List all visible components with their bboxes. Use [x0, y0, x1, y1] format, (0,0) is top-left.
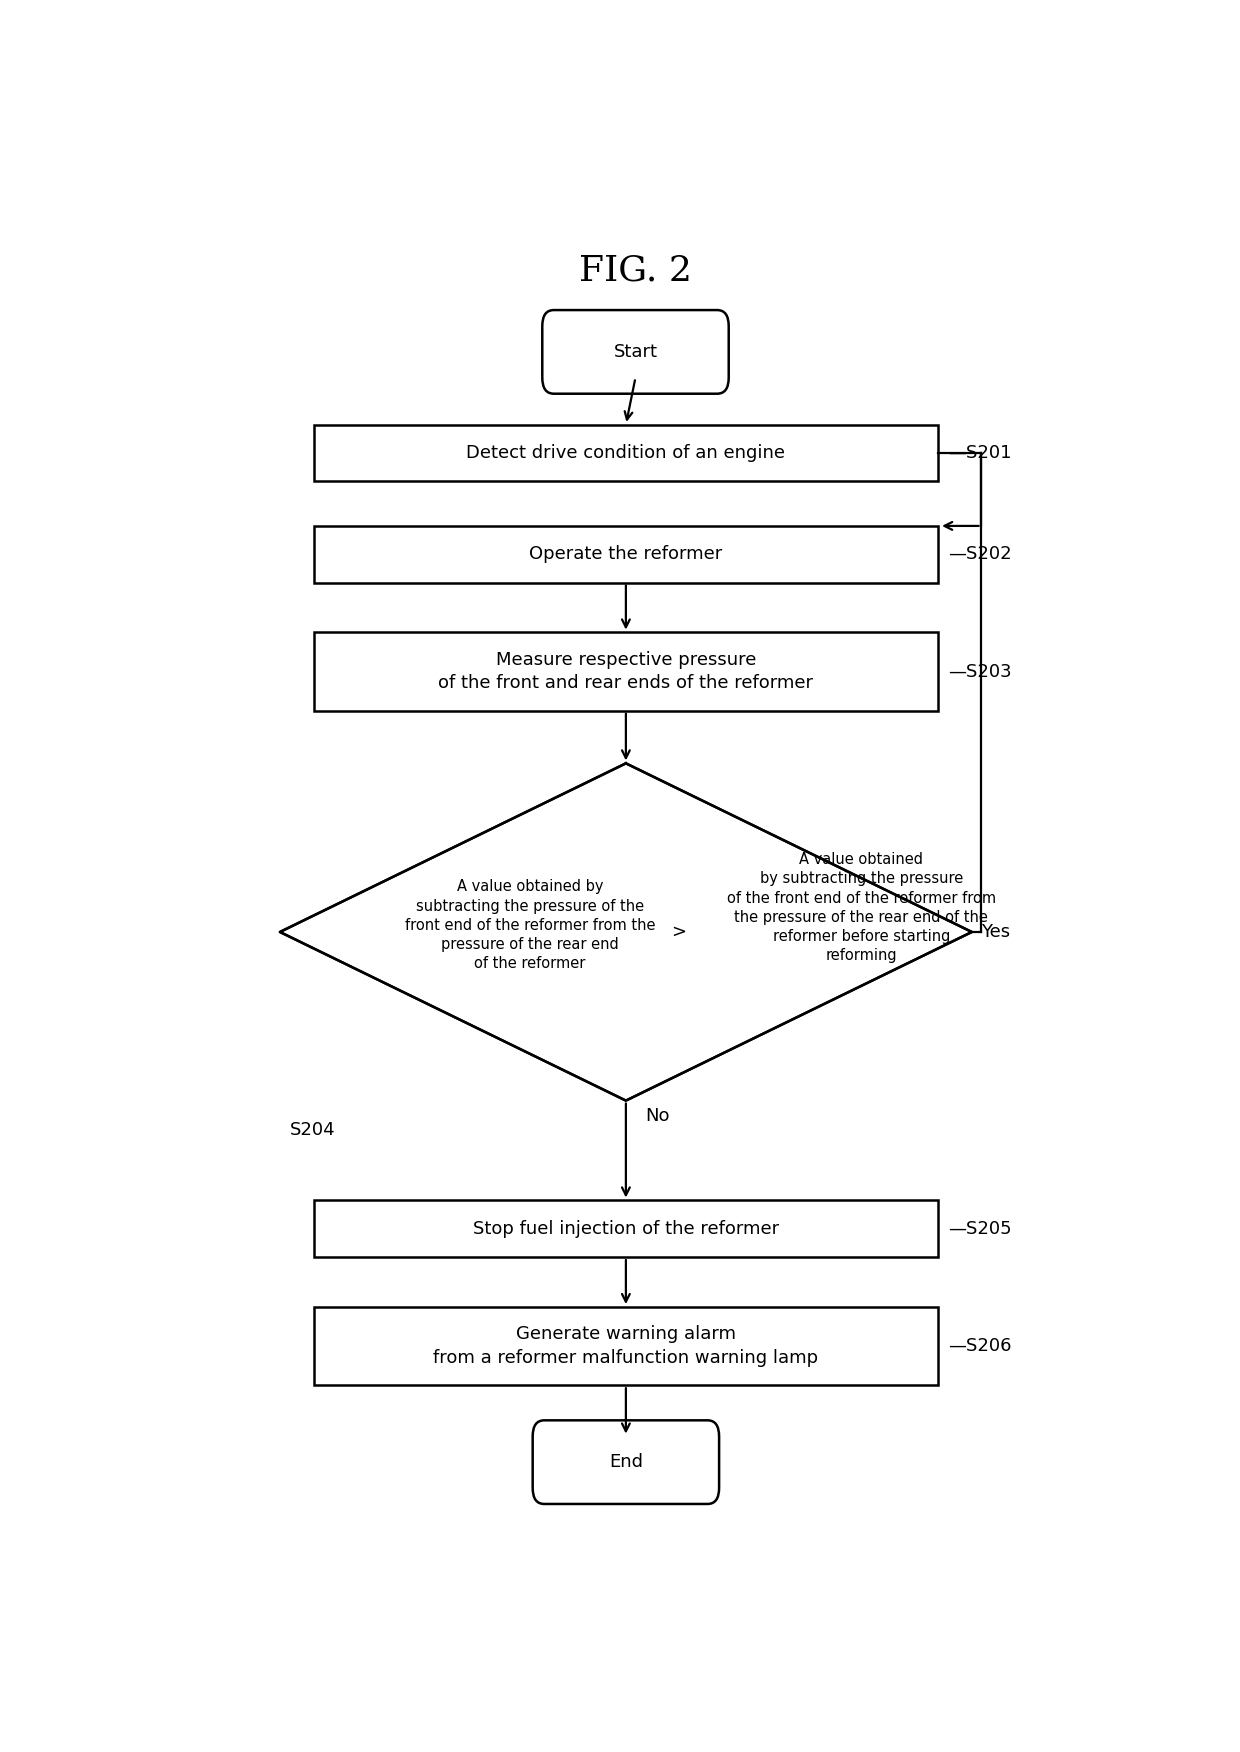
Bar [314, 526, 939, 583]
Bar [314, 632, 939, 711]
Text: A value obtained
by subtracting the pressure
of the front end of the reformer fr: A value obtained by subtracting the pres… [727, 851, 996, 964]
Text: Stop fuel injection of the reformer: Stop fuel injection of the reformer [472, 1219, 779, 1237]
Bar [314, 1307, 939, 1386]
Text: No: No [645, 1107, 670, 1125]
Text: —S205: —S205 [947, 1219, 1012, 1237]
Text: Detect drive condition of an engine: Detect drive condition of an engine [466, 443, 785, 463]
Text: —S203: —S203 [947, 662, 1012, 680]
Text: Generate warning alarm
from a reformer malfunction warning lamp: Generate warning alarm from a reformer m… [433, 1325, 818, 1367]
Text: S204: S204 [290, 1121, 335, 1139]
Text: A value obtained by
subtracting the pressure of the
front end of the reformer fr: A value obtained by subtracting the pres… [404, 880, 655, 971]
Text: —S206: —S206 [947, 1337, 1012, 1354]
Text: >: > [671, 923, 686, 941]
Bar [314, 1200, 939, 1258]
Polygon shape [280, 764, 972, 1100]
Text: Start: Start [614, 343, 657, 361]
Text: —S201: —S201 [947, 443, 1012, 463]
Text: —S202: —S202 [947, 545, 1012, 562]
Text: Operate the reformer: Operate the reformer [529, 545, 723, 562]
FancyBboxPatch shape [542, 310, 729, 394]
FancyBboxPatch shape [533, 1421, 719, 1503]
Text: Measure respective pressure
of the front and rear ends of the reformer: Measure respective pressure of the front… [439, 650, 813, 692]
Bar [314, 424, 939, 482]
Text: End: End [609, 1452, 642, 1472]
Text: FIG. 2: FIG. 2 [579, 254, 692, 287]
Text: Yes: Yes [982, 923, 1011, 941]
